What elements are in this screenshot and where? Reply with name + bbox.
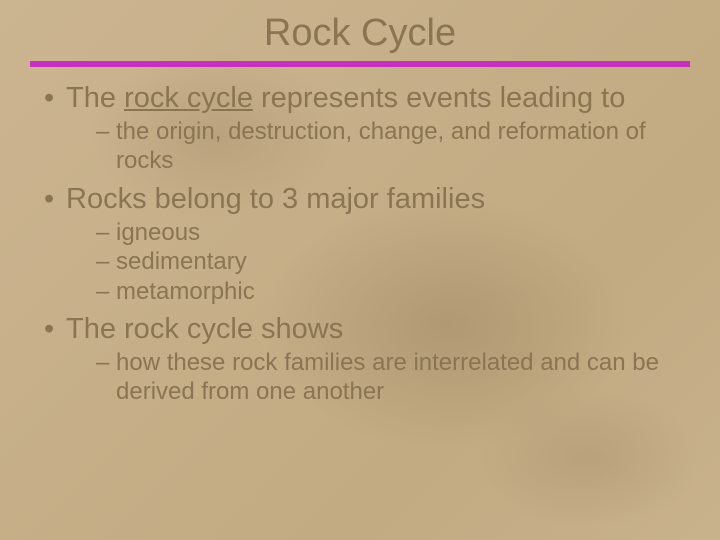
- slide: Rock Cycle The rock cycle represents eve…: [0, 0, 720, 540]
- sub-list: igneous sedimentary metamorphic: [66, 218, 690, 306]
- accent-rule: [30, 61, 690, 67]
- bullet-text-pre: The rock cycle shows: [66, 313, 343, 345]
- bullet-text-pre: Rocks belong to 3 major families: [66, 183, 485, 215]
- bullet-text-post: represents events leading to: [253, 82, 625, 114]
- sub-item: how these rock families are interrelated…: [96, 348, 690, 407]
- sub-item: the origin, destruction, change, and ref…: [96, 117, 690, 176]
- bullet-text-underlined: rock cycle: [124, 82, 253, 114]
- bullet-item: The rock cycle shows how these rock fami…: [40, 312, 690, 407]
- sub-item: igneous: [96, 218, 690, 247]
- sub-item: sedimentary: [96, 247, 690, 276]
- bullet-text-pre: The: [66, 82, 124, 114]
- sub-list: the origin, destruction, change, and ref…: [66, 117, 690, 176]
- sub-list: how these rock families are interrelated…: [66, 348, 690, 407]
- slide-title: Rock Cycle: [30, 12, 690, 55]
- bullet-item: Rocks belong to 3 major families igneous…: [40, 182, 690, 306]
- bullet-item: The rock cycle represents events leading…: [40, 81, 690, 176]
- bullet-list: The rock cycle represents events leading…: [30, 81, 690, 407]
- sub-item: metamorphic: [96, 277, 690, 306]
